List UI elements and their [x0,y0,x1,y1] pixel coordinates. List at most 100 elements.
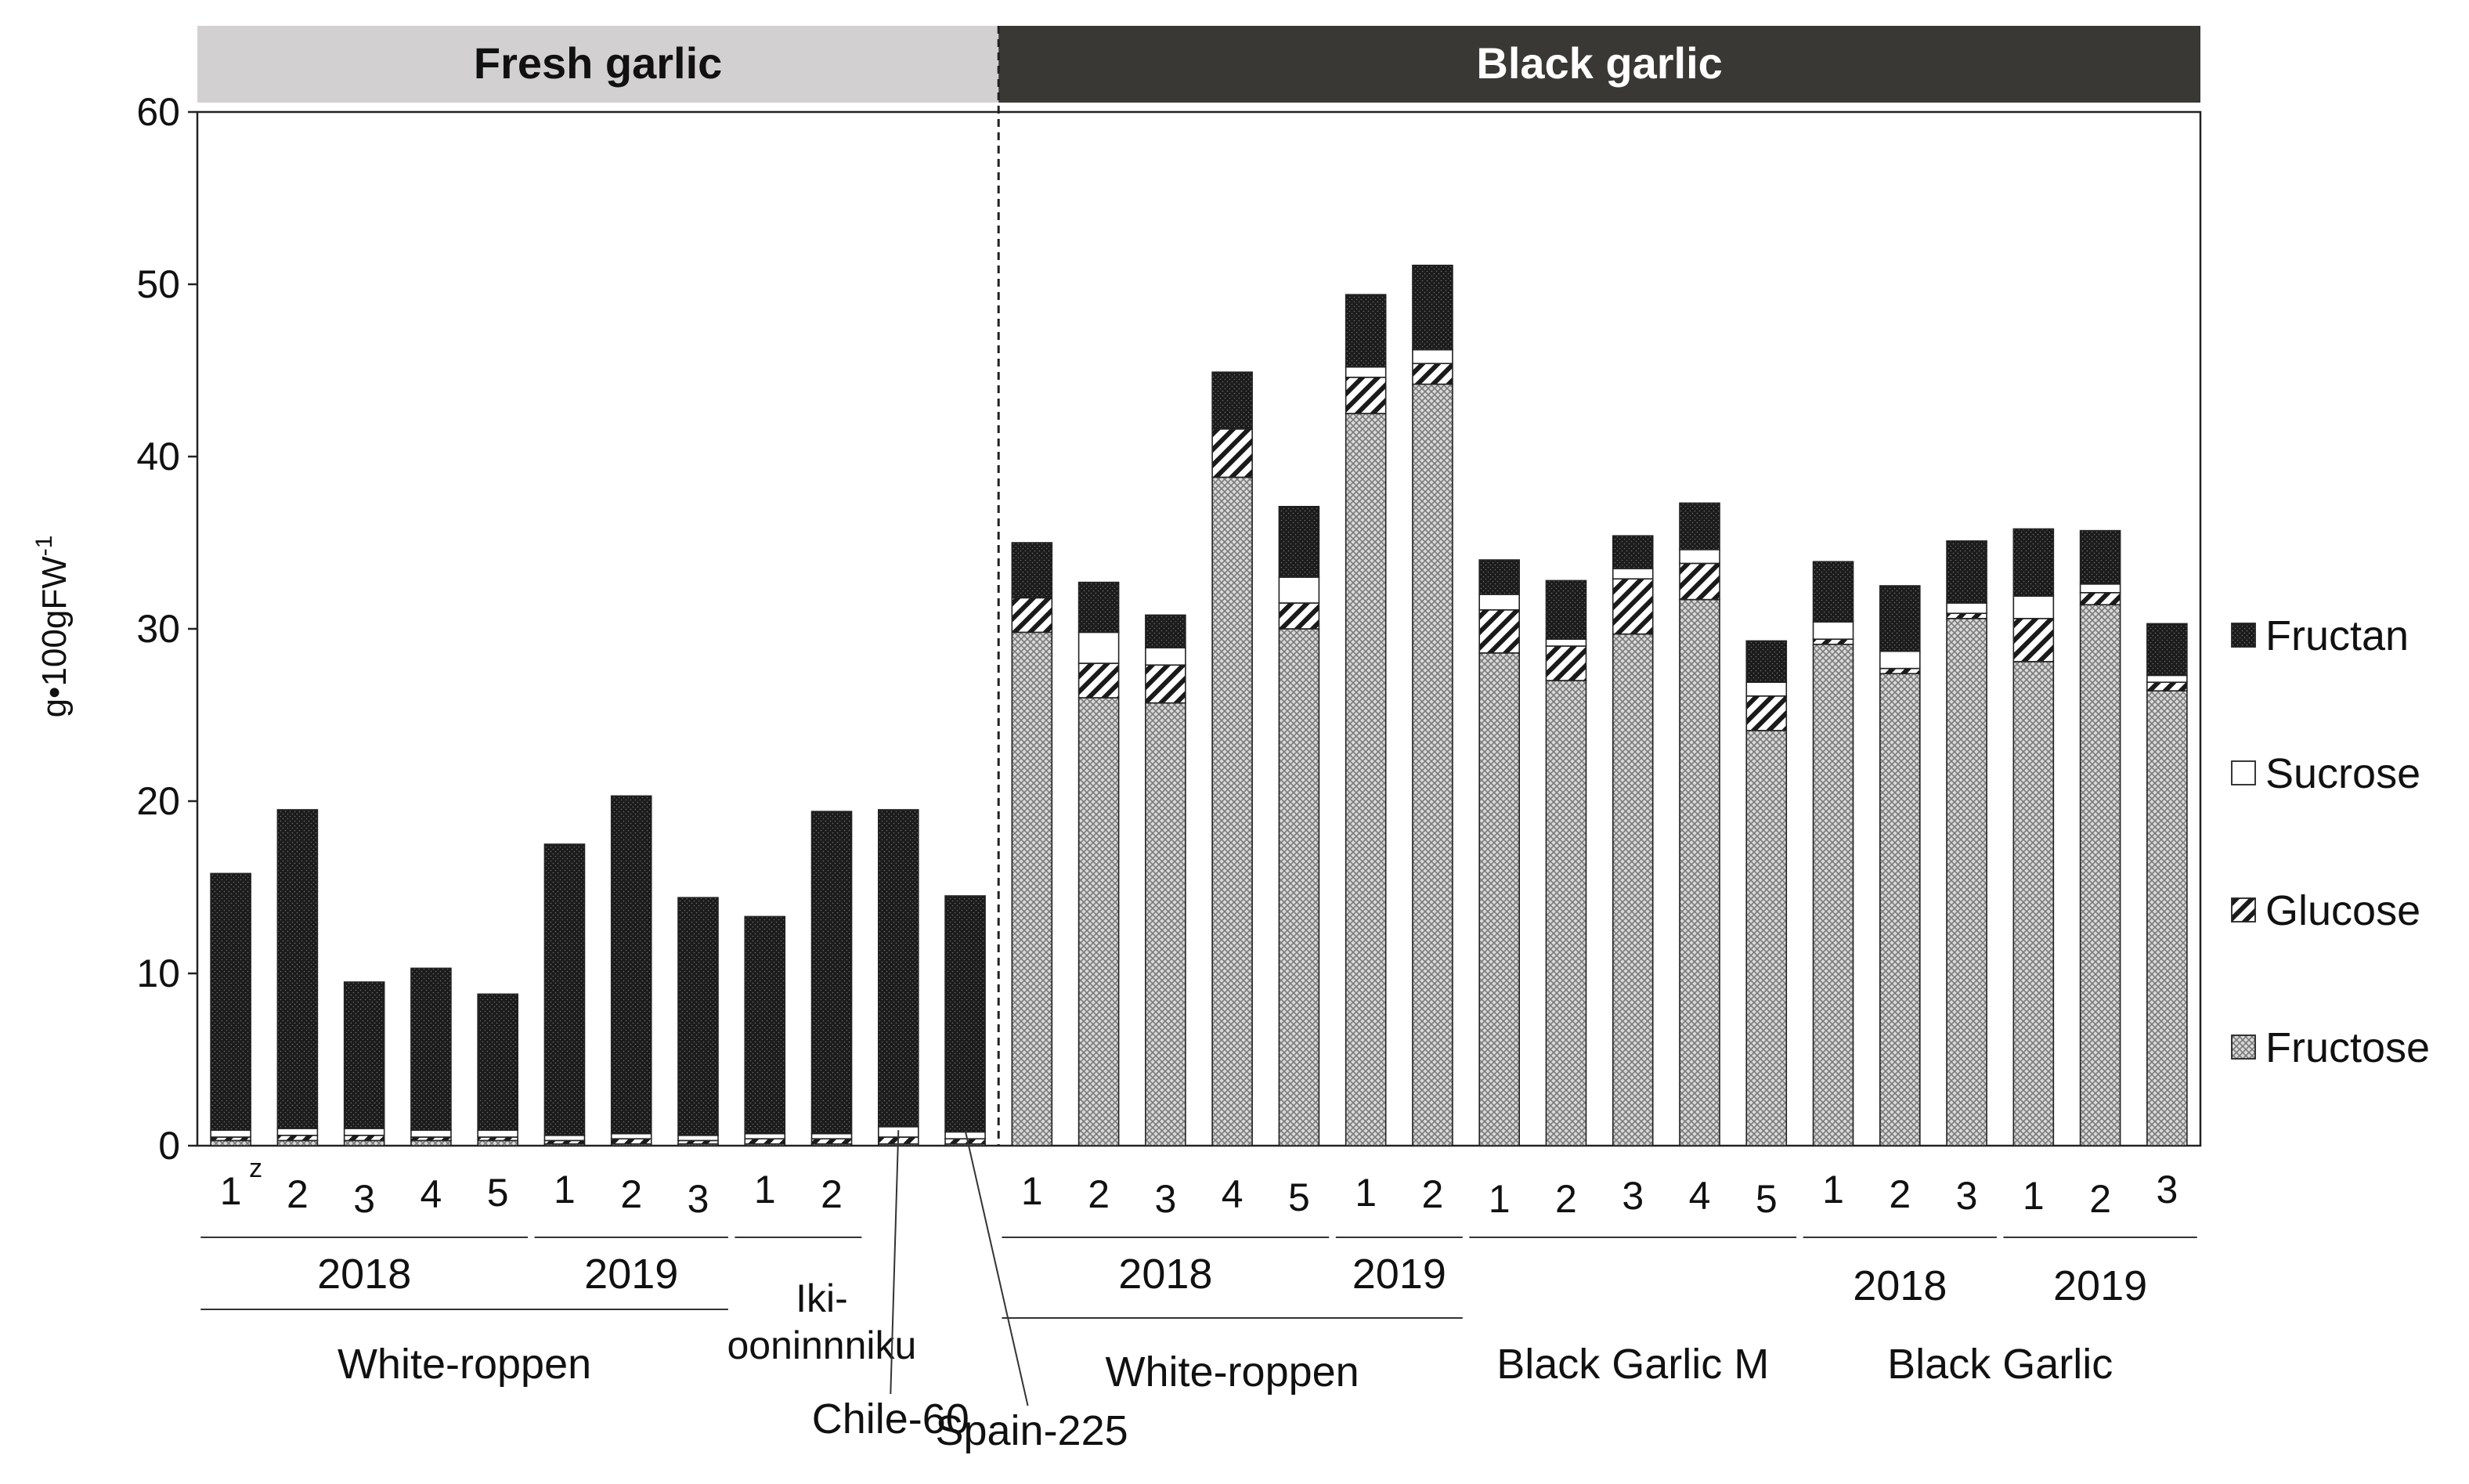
category-label: 5 [1288,1175,1310,1219]
variety-leader-line [964,1129,1029,1406]
legend-swatch-sucrose [2231,760,2256,785]
bar-segment-fructose [1946,617,1987,1146]
bar-segment-fructan [1345,294,1387,368]
bar-segment-fructose [1278,628,1320,1146]
bar-segment-glucose [1946,612,1987,619]
bar-segment-fructan [677,897,719,1136]
panel-header-band [197,26,999,103]
bar-segment-fructose [343,1139,385,1146]
panel-header-band [998,26,2200,103]
bar-segment-sucrose [1612,568,1654,580]
bar-segment-fructan [343,981,385,1129]
bar-segment-fructose [1612,633,1654,1146]
category-label: 3 [688,1177,709,1221]
bar-segment-sucrose [343,1128,385,1136]
legend-swatch-fructan [2231,623,2256,648]
variety-label: ooninnniku [727,1323,916,1367]
year-group-label: 2019 [584,1251,678,1298]
bar-segment-fructan [477,993,519,1132]
bar-segment-fructan [276,809,319,1129]
y-axis-title: g•100gFW-1 [31,536,74,718]
legend-label-fructose: Fructose [2265,1024,2430,1071]
bar-segment-fructan [543,843,586,1136]
bar-segment-fructan [1946,540,1987,604]
bar-segment-fructose [1545,680,1587,1146]
bar-segment-fructan [1812,561,1854,623]
bar-segment-sucrose [276,1128,319,1136]
category-label: 1 [1355,1171,1377,1215]
bar-segment-fructan [1879,585,1921,652]
bar-segment-fructan [744,915,786,1135]
panel-header-label: Black garlic [1476,38,1722,88]
x-axis-labels: 1 2 3 4 5 1 2 3 1 2 1 2 3 4 5 1 2 1 2 3 4 5 1 2 3 1 2 3z [220,1154,2178,1221]
category-label: 1 [1021,1169,1043,1213]
category-label: 2 [1555,1177,1577,1221]
legend-label-glucose: Glucose [2265,887,2420,934]
bar-segment-fructose [1011,631,1053,1146]
y-tick-label: 50 [136,262,180,306]
category-label: 3 [1154,1177,1176,1221]
bar-segment-sucrose [1679,548,1720,565]
bar-segment-glucose [1745,695,1788,731]
category-label: 2 [620,1172,642,1216]
bar-segment-fructan [2012,528,2055,598]
bar-segment-sucrose [677,1135,719,1142]
y-tick-label: 30 [136,607,180,651]
bar-segment-fructan [1478,559,1520,595]
bar-segment-glucose [1412,363,1453,385]
bar-segment-fructan [2146,623,2188,677]
bar-segment-sucrose [1145,647,1186,666]
bar-segment-fructose [1211,476,1253,1146]
bar-segment-fructose [276,1139,319,1146]
bar-segment-glucose [610,1138,652,1145]
bar-segment-sucrose [2079,583,2121,594]
bar-segment-fructose [2012,660,2055,1146]
bar-segment-fructan [1679,502,1720,551]
bar-segment-sucrose [477,1129,519,1138]
bar-segment-glucose [1612,578,1654,635]
bar-segment-sucrose [610,1132,652,1139]
bar-segment-sucrose [744,1132,786,1139]
bar-segment-glucose [276,1135,319,1142]
y-axis-label: g•100gFW-1 [31,536,74,718]
legend: Fructan Sucrose Glucose Fructose [2231,612,2430,1071]
bar-segment-sucrose [1478,594,1520,611]
bar-segment-fructan [1211,371,1253,430]
bar-segment-sucrose [210,1129,251,1138]
bar-segment-glucose [2012,617,2055,663]
bar-segment-sucrose [1946,602,1987,614]
variety-label: Black Garlic M [1496,1341,1769,1388]
bar-segment-sucrose [543,1135,586,1142]
year-group-label: 2018 [1853,1262,1947,1309]
bar-segment-fructose [410,1139,452,1146]
variety-label: Black Garlic [1887,1341,2113,1388]
bar-segment-sucrose [810,1132,853,1139]
category-label: 4 [1222,1172,1244,1216]
bar-segment-glucose [944,1138,986,1145]
bar-segment-fructose [1879,673,1921,1146]
category-label: 1 [2023,1174,2045,1218]
category-label: 5 [487,1171,509,1215]
year-group-label: 2018 [1118,1251,1212,1298]
bar-segment-sucrose [1412,348,1453,365]
bar-segment-fructan [1011,542,1053,599]
bar-segment-glucose [343,1135,385,1142]
bar-segment-glucose [744,1138,786,1145]
y-tick-label: 0 [158,1124,180,1168]
bar-segment-sucrose [1077,631,1120,664]
legend-swatch-fructose [2231,1034,2256,1060]
bar-segment-glucose [1812,638,1854,645]
bar-segment-glucose [1077,663,1120,699]
bar-segment-fructose [1745,729,1788,1146]
bar-segment-sucrose [1745,681,1788,697]
bar-segment-glucose [1011,597,1053,634]
bar-segment-fructan [1145,614,1186,649]
year-group-label: 2018 [317,1251,411,1298]
panel-header-label: Fresh garlic [474,38,722,88]
bar-segment-sucrose [410,1129,452,1138]
category-label: 1 [1489,1177,1511,1221]
bar-segment-glucose [2146,681,2188,692]
category-label: 3 [353,1177,375,1221]
year-group-label: 2019 [2053,1262,2147,1309]
